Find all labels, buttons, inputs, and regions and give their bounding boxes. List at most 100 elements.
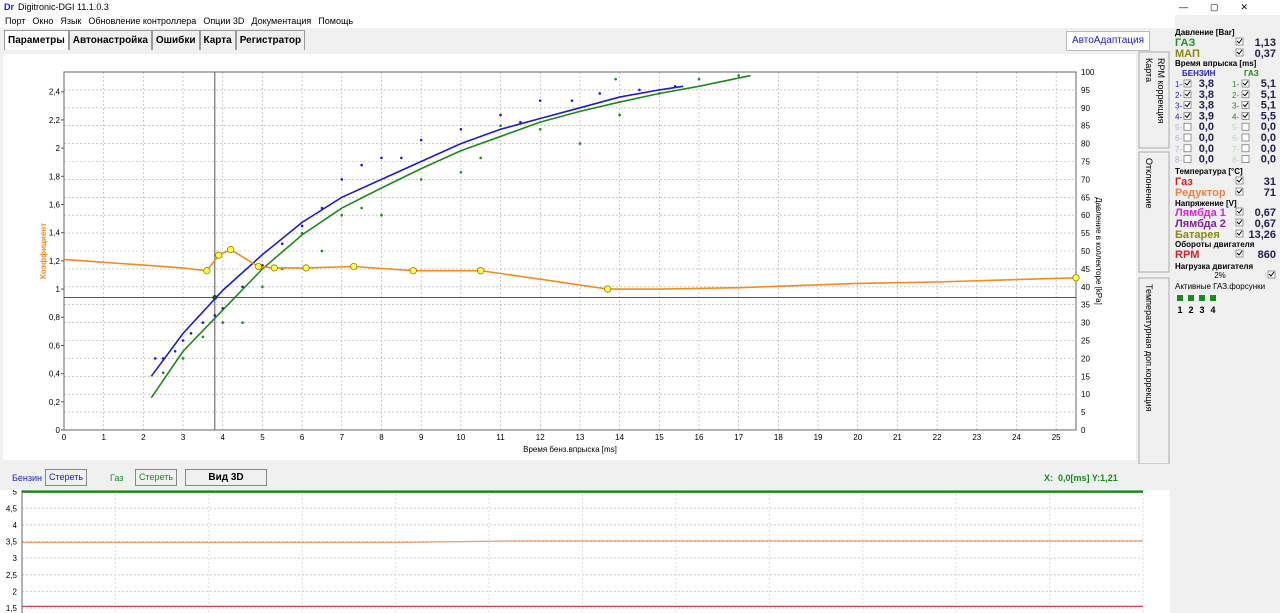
check [1242, 91, 1249, 97]
petrol-header: БЕНЗИН [1182, 69, 1216, 78]
auto-adapt-button[interactable]: АвтоАдаптация [1066, 31, 1150, 51]
gas-header: ГАЗ [1244, 69, 1259, 78]
x-tick-label: 12 [536, 433, 545, 442]
injector-num: 7- [1232, 145, 1239, 154]
side-tab-label[interactable]: Карта [1144, 58, 1154, 82]
menu-item[interactable]: Порт [5, 16, 26, 26]
menu-item[interactable]: Документация [251, 16, 312, 26]
checkbox[interactable] [1183, 79, 1192, 88]
data-dot [673, 85, 677, 88]
row-label: Редуктор [1175, 187, 1226, 199]
menu-item[interactable]: Язык [60, 16, 82, 26]
tab[interactable]: Автонастройка [68, 30, 152, 50]
injector-icon [1188, 295, 1194, 301]
checkbox[interactable] [1183, 144, 1192, 153]
checkbox[interactable] [1241, 155, 1250, 163]
injector-number: 4 [1210, 305, 1215, 315]
data-dot [519, 120, 522, 124]
checkbox[interactable] [1183, 155, 1192, 163]
x-tick-label: 24 [1012, 433, 1021, 442]
x-tick-label: 10 [456, 433, 465, 442]
y2-tick-label: 5 [1081, 408, 1086, 417]
checkbox[interactable] [1241, 133, 1250, 142]
y2-tick-label: 0 [1081, 426, 1086, 435]
data-dot [340, 178, 344, 181]
data-dot [459, 127, 463, 131]
data-dot [161, 371, 165, 375]
side-tab[interactable] [1138, 51, 1170, 149]
data-dot [598, 92, 602, 95]
checkbox[interactable] [1183, 133, 1192, 142]
y2-tick-label: 15 [1081, 372, 1090, 381]
data-dot [340, 213, 344, 217]
x-tick-label: 7 [340, 433, 345, 442]
tab[interactable]: Ошибки [151, 30, 200, 50]
check [1184, 91, 1191, 97]
tab[interactable]: Параметры [4, 30, 69, 50]
y2-tick-label: 85 [1081, 122, 1090, 131]
petrol-time: 0,0 [1199, 143, 1214, 155]
window-controls[interactable]: —▢✕ [1178, 2, 1270, 12]
checkbox[interactable] [1241, 144, 1250, 153]
petrol-time: 0,0 [1199, 154, 1214, 166]
y-tick-label: 0,6 [49, 341, 61, 350]
data-dot [261, 285, 264, 289]
checkbox[interactable] [1241, 122, 1250, 131]
data-dot [380, 213, 383, 217]
x-tick-label: 6 [300, 433, 305, 442]
x-tick-label: 25 [1052, 433, 1061, 442]
view-3d-button[interactable]: Вид 3D [185, 469, 267, 486]
erase-button[interactable]: Стереть [135, 469, 178, 486]
y2-tick-label: 75 [1081, 158, 1090, 167]
y-tick-label: 0 [56, 426, 61, 435]
data-dot [737, 74, 740, 77]
gas-time: 5,5 [1261, 110, 1276, 122]
tab[interactable]: Карта [199, 30, 236, 50]
y-tick-label: 1,2 [49, 257, 61, 266]
data-dot [181, 339, 185, 342]
y-tick-label: 2,2 [49, 116, 61, 125]
data-dot [201, 335, 205, 339]
side-tab-label[interactable]: Отклонение [1144, 158, 1154, 209]
gas-time: 0,0 [1261, 154, 1276, 166]
x-tick-label: 2 [141, 433, 146, 442]
data-dot [459, 170, 463, 174]
check [1184, 80, 1191, 86]
checkbox[interactable] [1183, 122, 1192, 131]
x-tick-label: 4 [221, 433, 226, 442]
gas-time: 0,0 [1261, 132, 1276, 144]
side-tab-label[interactable]: Температурная доп.коррекция [1144, 284, 1154, 412]
data-marker [227, 246, 235, 254]
y-tick-label: 2 [13, 587, 18, 596]
y-tick-label: 4,5 [6, 504, 18, 513]
data-dot [419, 178, 423, 181]
series-line [150, 74, 751, 399]
side-tab-label[interactable]: RPM коррекция [1156, 58, 1166, 124]
petrol-time: 0,0 [1199, 121, 1214, 133]
menu-item[interactable]: Опции 3D [203, 16, 245, 26]
data-dot [499, 124, 502, 127]
data-dot [479, 156, 483, 160]
data-dot [221, 321, 225, 324]
menu-item[interactable]: Окно [32, 16, 54, 26]
menu-item[interactable]: Помощь [318, 16, 354, 26]
data-dot [360, 206, 363, 210]
check [1236, 49, 1243, 55]
x-tick-label: 1 [101, 433, 106, 442]
injector-num: 1- [1175, 80, 1182, 89]
menu-item[interactable]: Обновление контроллера [88, 16, 197, 26]
check [1242, 102, 1249, 108]
y2-tick-label: 65 [1081, 193, 1090, 202]
y-tick-label: 3,5 [6, 538, 18, 547]
check [1236, 230, 1243, 236]
y2-tick-label: 20 [1081, 354, 1090, 363]
y2-tick-label: 80 [1081, 140, 1090, 149]
series-line [150, 85, 684, 377]
side-tab[interactable] [1138, 151, 1170, 273]
side-tab[interactable] [1138, 277, 1170, 464]
tab[interactable]: Регистратор [235, 30, 306, 50]
erase-button[interactable]: Стереть [45, 469, 88, 486]
y2-tick-label: 90 [1081, 104, 1090, 113]
data-dot [320, 206, 324, 210]
y2-tick-label: 55 [1081, 229, 1090, 238]
